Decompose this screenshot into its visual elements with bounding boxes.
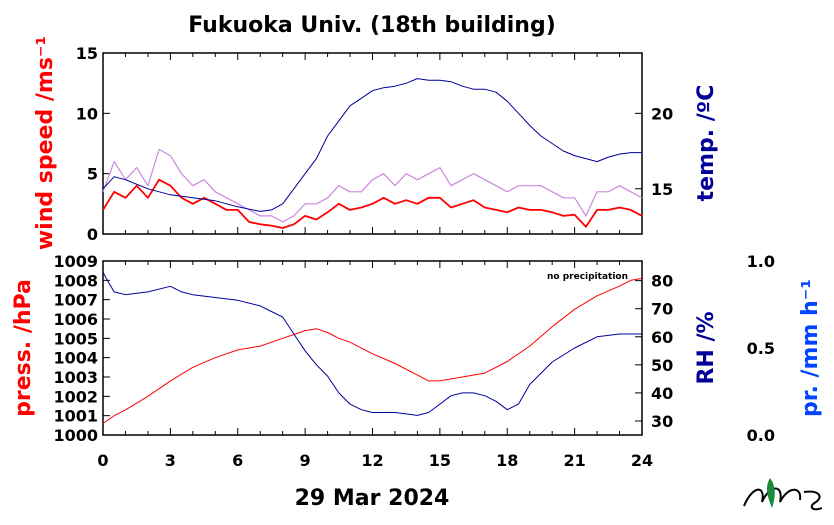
press-axis-label: press. /hPa	[11, 279, 36, 417]
x-tick-label: 12	[361, 451, 383, 470]
rh-series-line	[102, 271, 642, 416]
x-tick-label: 0	[97, 451, 108, 470]
precip-tick-label: 0.0	[747, 426, 775, 445]
left-y-tick-label: 1006	[53, 310, 98, 329]
bottom-axis-ticks	[102, 260, 643, 436]
left-y-tick-label: 1001	[53, 407, 98, 426]
x-tick-label: 15	[429, 451, 451, 470]
top-panel-frame	[102, 52, 643, 235]
left-y-tick-label: 1002	[53, 387, 98, 406]
wind-series-line	[102, 178, 643, 229]
left-y-tick-label: 5	[87, 165, 98, 184]
left-y-tick-label: 1008	[53, 271, 98, 290]
right-y-tick-label: 80	[651, 272, 673, 291]
left-y-tick-label: 1007	[53, 291, 98, 310]
left-y-tick-label: 15	[76, 44, 98, 63]
bottom-panel: 0 3 6 9 12 15 18 21 2410001001100210031004100510…	[11, 252, 823, 470]
left-y-tick-label: 1003	[53, 368, 98, 387]
right-y-tick-label: 70	[651, 300, 673, 319]
date-label: 29 Mar 2024	[295, 486, 450, 511]
top-panel: 0 5 10 15 15 20 wind speed /ms⁻¹ temp. /ºC	[33, 36, 719, 250]
temp-axis-label: temp. /ºC	[694, 85, 719, 202]
wind_gust-series-line	[102, 148, 643, 223]
top-series	[102, 78, 643, 229]
right-y-tick-label: 15	[651, 180, 673, 199]
left-y-tick-label: 1005	[53, 329, 98, 348]
bottom-axis-tick-labels: 0 3 6 9 12 15 18 21 2410001001100210031004100510…	[53, 252, 775, 470]
right-y-tick-label: 50	[651, 356, 673, 375]
x-tick-label: 18	[496, 451, 518, 470]
top-axis-tick-labels: 0 5 10 15 15 20	[76, 44, 674, 244]
rh-axis-label: RH /%	[694, 311, 719, 384]
temp-series-line	[102, 78, 642, 212]
right-y-tick-label: 40	[651, 384, 673, 403]
left-y-tick-label: 0	[87, 225, 98, 244]
right-y-tick-label: 30	[651, 412, 673, 431]
institution-logo	[743, 478, 823, 511]
left-y-tick-label: 10	[76, 104, 98, 123]
x-tick-label: 6	[232, 451, 243, 470]
wind-axis-label: wind speed /ms⁻¹	[33, 36, 58, 250]
left-y-tick-label: 1000	[53, 426, 98, 445]
precip-note: no precipitation	[547, 272, 628, 282]
precip-tick-label: 0.5	[747, 339, 775, 358]
x-tick-label: 3	[165, 451, 176, 470]
chart-title: Fukuoka Univ. (18th building)	[188, 13, 556, 38]
right-y-tick-label: 20	[651, 104, 673, 123]
top-axis-ticks	[102, 52, 643, 235]
bottom-series	[102, 271, 643, 424]
precip-axis-label: pr. /mm h⁻¹	[798, 279, 823, 417]
bottom-panel-frame	[102, 260, 643, 436]
x-tick-label: 9	[300, 451, 311, 470]
press-series-line	[102, 277, 643, 424]
right-y-tick-label: 60	[651, 328, 673, 347]
x-tick-label: 21	[563, 451, 585, 470]
left-y-tick-label: 1004	[53, 349, 98, 368]
left-y-tick-label: 1009	[53, 252, 98, 271]
x-tick-label: 24	[631, 451, 653, 470]
precip-tick-label: 1.0	[747, 252, 775, 271]
